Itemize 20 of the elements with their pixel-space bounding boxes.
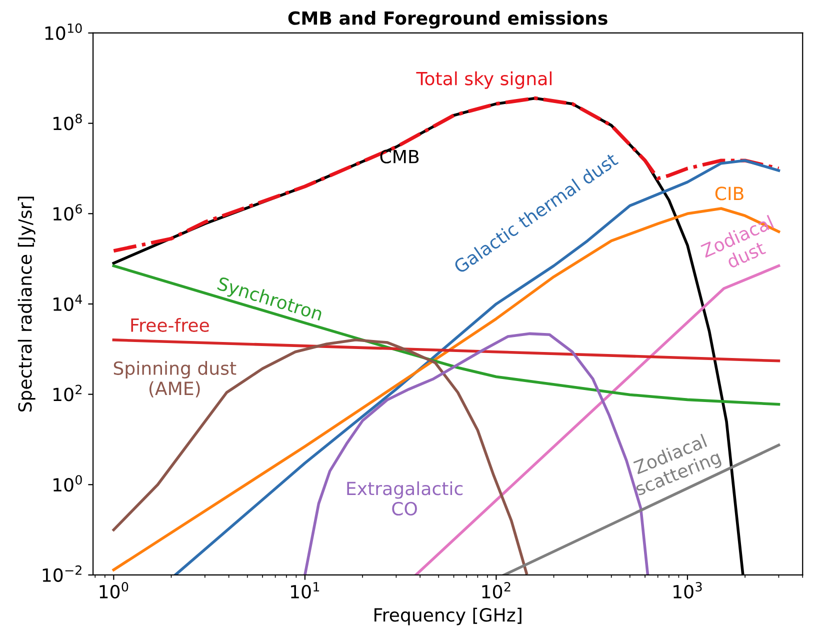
y-tick-label: 10$^{6}$: [54, 204, 82, 221]
y-tick-label: 10$^{2}$: [54, 384, 82, 402]
y-tick-label: 10$^{4}$: [54, 294, 82, 311]
x-tick-label: 10$^{2}$: [482, 582, 510, 599]
y-tick-label: 10$^{−2}$: [42, 565, 82, 582]
y-tick-label: 10$^{0}$: [54, 475, 82, 492]
series-label: Extragalactic CO: [347, 481, 463, 516]
x-axis-title: Frequency [GHz]: [374, 608, 522, 626]
x-tick-label: 10$^{3}$: [674, 582, 702, 599]
series-label: Spinning dust (AME): [114, 361, 236, 398]
x-tick-label: 10$^{1}$: [291, 582, 320, 599]
series-label: CMB: [380, 150, 419, 164]
series-label: Free-free: [131, 318, 209, 332]
series-label: Total sky signal: [416, 71, 552, 89]
y-tick-label: 10$^{8}$: [54, 114, 82, 130]
chart-title: CMB and Foreground emissions: [288, 10, 608, 29]
x-tick-label: 10$^{0}$: [100, 582, 128, 599]
series-label: CIB: [715, 186, 744, 200]
y-tick-label: 10$^{10}$: [45, 23, 82, 40]
y-axis-title: Spectral radiance [Jy/sr]: [18, 196, 36, 412]
